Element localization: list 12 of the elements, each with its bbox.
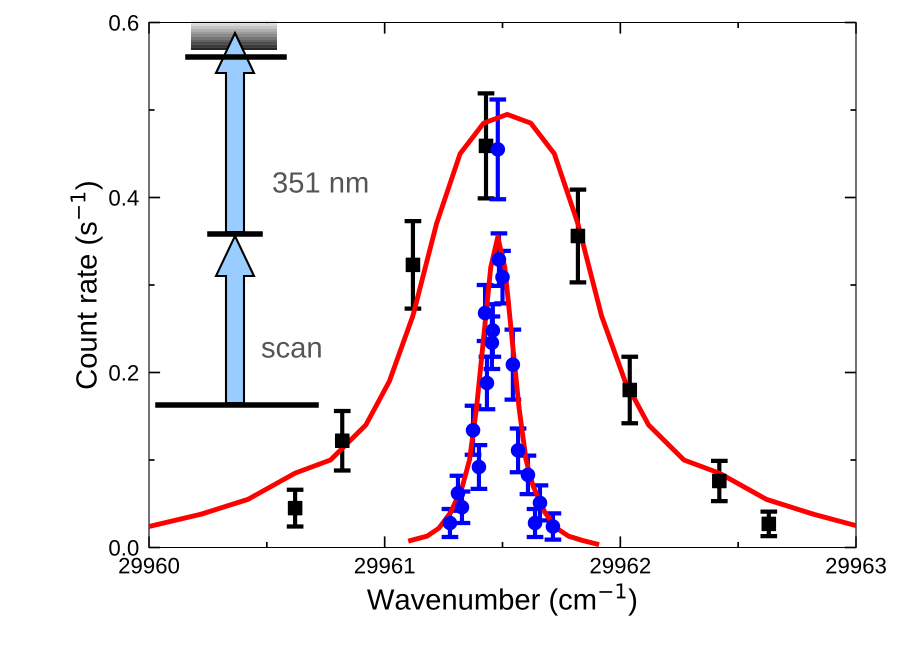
annotation: scan (262, 342, 321, 358)
x-tick-label: 29960 (119, 558, 180, 574)
y-axis-title: Count rate (s$^{−1}$) (70, 182, 103, 388)
x-axis-title: Wavenumber (cm$^{−1}$) (367, 583, 636, 616)
y-tick-label: 0.2 (109, 365, 138, 381)
y-tick-label: 0.0 (109, 540, 138, 556)
y-tick-label: 0.6 (109, 15, 138, 31)
x-tick-label: 29962 (590, 558, 650, 574)
x-tick-label: 29961 (354, 558, 414, 574)
annotation: 351 nm (273, 172, 368, 193)
y-tick-label: 0.4 (109, 190, 139, 206)
x-tick-label: 29963 (826, 558, 886, 574)
